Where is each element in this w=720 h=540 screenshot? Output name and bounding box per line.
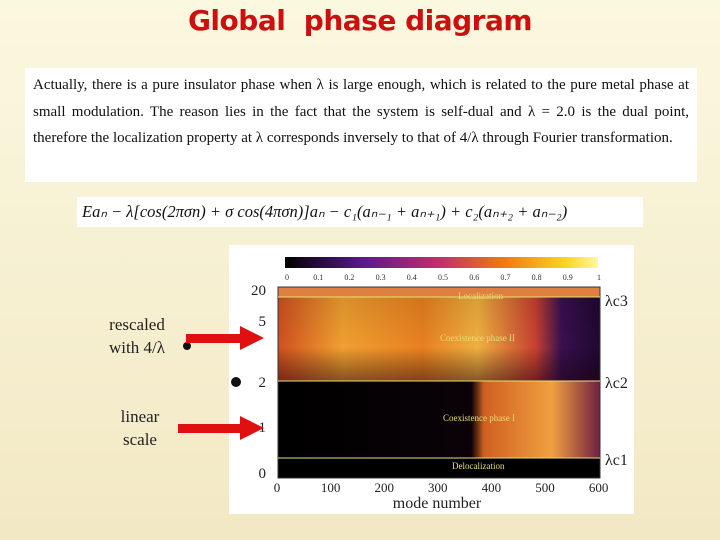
critical-label: λc3 xyxy=(605,293,628,310)
annotation-line: rescaled xyxy=(109,315,165,334)
x-tick-label: 400 xyxy=(482,480,502,495)
paragraph: Actually, there is a pure insulator phas… xyxy=(25,68,697,182)
colorbar-tick-label: 0.4 xyxy=(407,273,417,282)
region-label: Coexistence phase II xyxy=(440,333,515,343)
heatmap-shade xyxy=(278,297,600,381)
annotation: linear scale xyxy=(105,405,175,451)
critical-label: λc2 xyxy=(605,375,628,392)
colorbar-tick-label: 0.8 xyxy=(532,273,542,282)
critical-label: λc1 xyxy=(605,452,628,469)
region-label: Coexistence phase I xyxy=(443,413,515,423)
arrow xyxy=(178,416,264,440)
annotation-line: with 4/λ xyxy=(109,338,165,357)
y-tick-label: 5 xyxy=(259,314,267,330)
x-tick-label: 0 xyxy=(274,480,281,495)
region-label: Localization xyxy=(458,291,503,301)
annotation-line: linear xyxy=(120,407,160,426)
slide-title: Global phase diagram xyxy=(187,4,533,37)
colorbar-tick-label: 0.3 xyxy=(376,273,386,282)
y-tick-label: 0 xyxy=(259,466,267,482)
equation: Eaₙ − λ[cos(2πσn) + σ cos(4πσn)]aₙ − c₁(… xyxy=(77,197,643,227)
x-tick-label: 600 xyxy=(589,480,609,495)
x-tick-label: 100 xyxy=(321,480,341,495)
plot-frame xyxy=(277,286,601,479)
colorbar-tick-label: 0.1 xyxy=(313,273,323,282)
colorbar-tick-label: 0.5 xyxy=(438,273,448,282)
dot xyxy=(231,377,241,387)
x-tick-label: 500 xyxy=(535,480,555,495)
colorbar-tick-label: 0 xyxy=(285,273,289,282)
y-tick-label: 20 xyxy=(251,283,266,299)
colorbar xyxy=(285,257,598,268)
colorbar-tick-label: 0.7 xyxy=(500,273,510,282)
colorbar-tick-label: 0.6 xyxy=(469,273,479,282)
annotation-line: scale xyxy=(123,430,157,449)
region-label: Delocalization xyxy=(452,461,505,471)
x-axis-label: mode number xyxy=(393,495,482,512)
x-tick-label: 300 xyxy=(428,480,448,495)
heatmap-region xyxy=(278,287,600,297)
heatmap-region xyxy=(278,381,600,458)
x-tick-label: 200 xyxy=(374,480,394,495)
dot xyxy=(183,342,191,350)
y-tick-label: 2 xyxy=(259,375,267,391)
colorbar-tick-label: 0.2 xyxy=(344,273,354,282)
annotation: rescaled with 4/λ xyxy=(92,313,182,359)
arrow xyxy=(186,326,264,350)
colorbar-tick-label: 1 xyxy=(597,273,601,282)
heatmap-region xyxy=(278,458,600,478)
colorbar-tick-label: 0.9 xyxy=(563,273,573,282)
